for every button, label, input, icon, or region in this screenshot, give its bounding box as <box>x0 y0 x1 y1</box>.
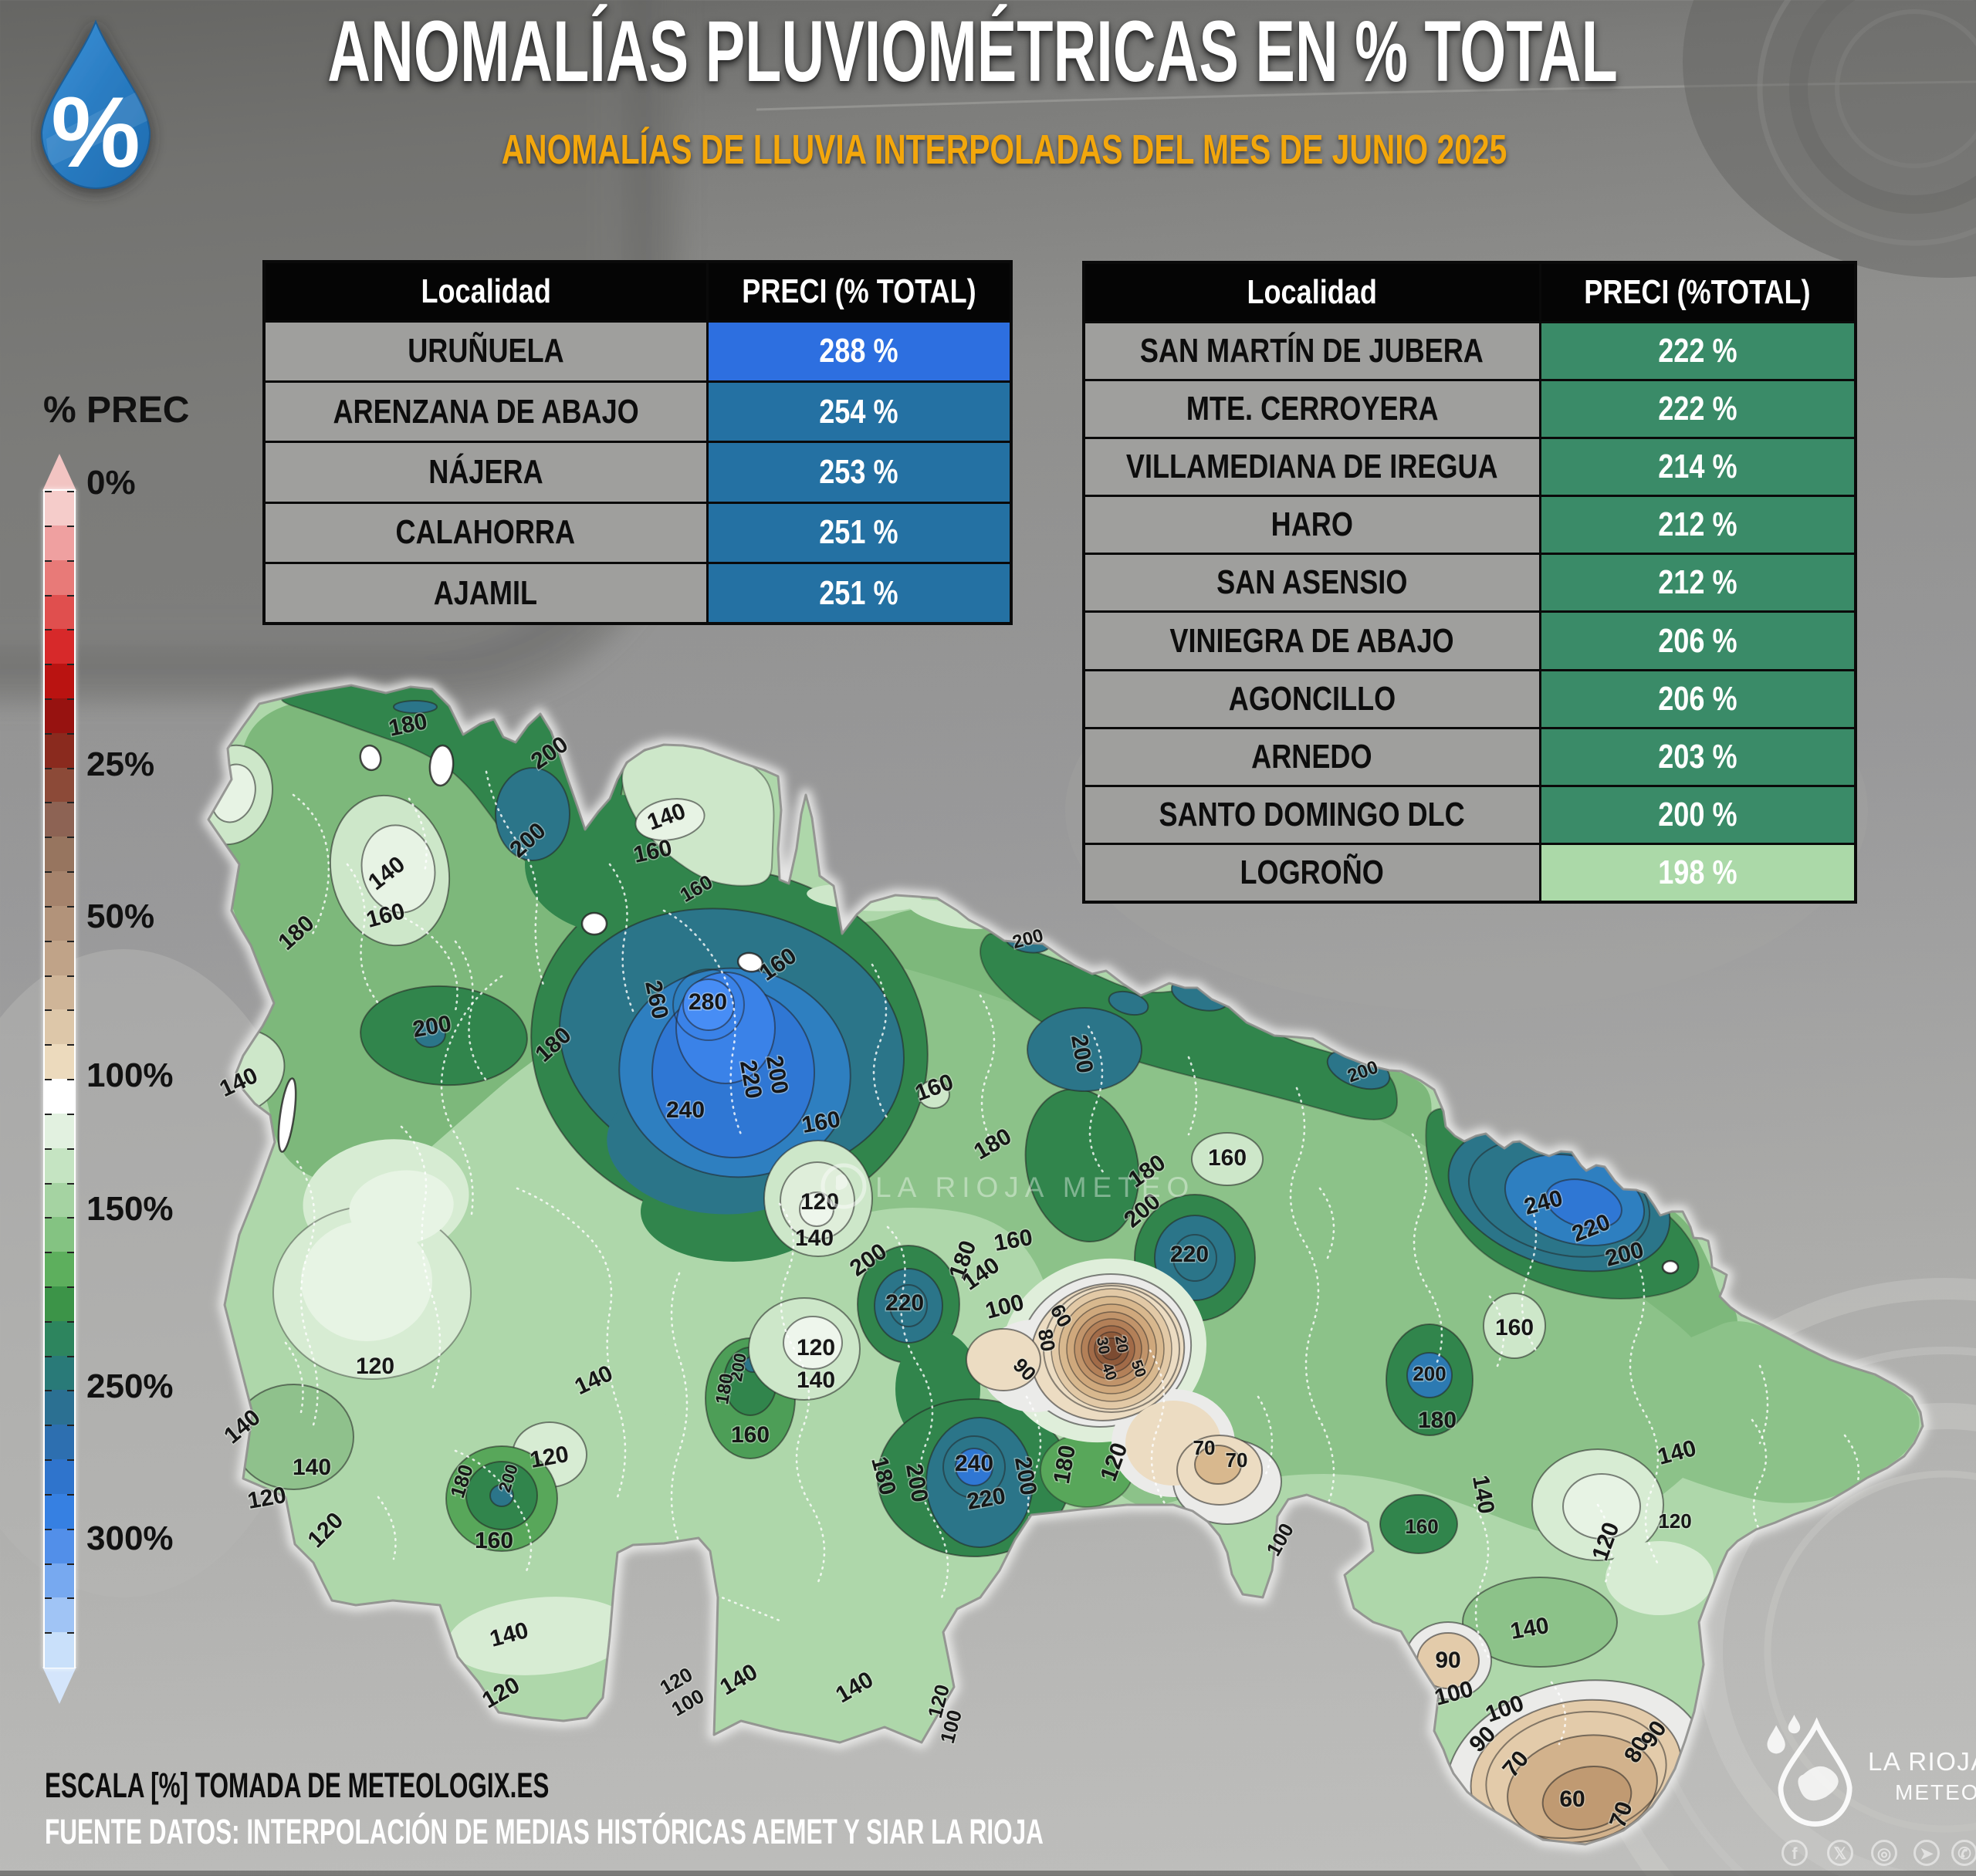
svg-text:180: 180 <box>1418 1408 1457 1433</box>
svg-text:120: 120 <box>1658 1509 1691 1533</box>
svg-text:METEO: METEO <box>1895 1780 1976 1804</box>
svg-text:120: 120 <box>800 1189 839 1215</box>
svg-text:90: 90 <box>1435 1648 1460 1673</box>
svg-text:140: 140 <box>293 1455 331 1480</box>
svg-text:70: 70 <box>1193 1436 1216 1459</box>
svg-text:160: 160 <box>1405 1515 1438 1538</box>
svg-text:%: % <box>51 76 140 188</box>
svg-text:240: 240 <box>955 1451 993 1476</box>
svg-text:220: 220 <box>1170 1242 1209 1267</box>
svg-text:200: 200 <box>1413 1362 1446 1385</box>
svg-text:LA RIOJA METEO: LA RIOJA METEO <box>875 1171 1195 1203</box>
svg-text:70: 70 <box>1226 1448 1248 1472</box>
svg-text:160: 160 <box>1208 1145 1247 1171</box>
svg-text:140: 140 <box>797 1367 835 1393</box>
svg-text:80: 80 <box>1034 1327 1061 1354</box>
svg-text:160: 160 <box>475 1528 513 1553</box>
svg-text:240: 240 <box>666 1097 705 1123</box>
svg-text:120: 120 <box>356 1354 394 1379</box>
svg-text:60: 60 <box>1559 1786 1585 1812</box>
svg-text:220: 220 <box>885 1290 924 1316</box>
svg-text:LA RIOJA: LA RIOJA <box>1868 1747 1976 1776</box>
svg-text:120: 120 <box>797 1335 835 1361</box>
svg-text:160: 160 <box>731 1422 770 1448</box>
svg-text:30: 30 <box>1093 1336 1113 1356</box>
svg-text:140: 140 <box>795 1225 834 1251</box>
svg-text:160: 160 <box>1495 1315 1534 1340</box>
svg-text:280: 280 <box>689 989 727 1015</box>
svg-text:20: 20 <box>1112 1334 1132 1354</box>
svg-text:200: 200 <box>726 1351 750 1383</box>
